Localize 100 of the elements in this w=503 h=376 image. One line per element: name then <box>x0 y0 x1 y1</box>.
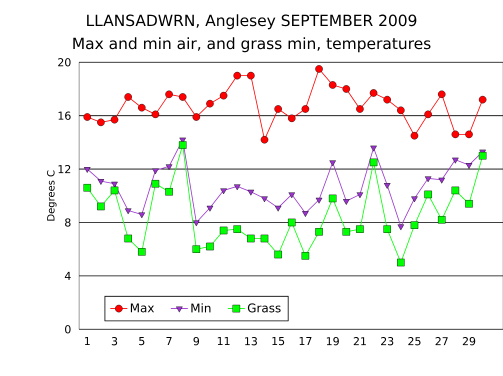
legend-label: Min <box>191 303 210 312</box>
point <box>220 226 228 234</box>
point <box>138 248 146 256</box>
legend-label: Grass <box>248 303 281 312</box>
point <box>124 208 132 214</box>
point <box>384 183 391 189</box>
point <box>438 216 446 224</box>
point <box>410 221 418 229</box>
x-tick-label: 5 <box>139 337 144 346</box>
x-tick-label: 19 <box>326 337 339 346</box>
point <box>316 198 322 204</box>
point <box>220 92 228 100</box>
point <box>410 132 418 140</box>
point <box>478 96 486 104</box>
y-tick-label: 16 <box>58 112 71 120</box>
y-axis-title: Degrees C <box>47 170 57 221</box>
point <box>288 114 296 122</box>
x-tick-label: 3 <box>112 337 118 346</box>
x-tick-label: 25 <box>408 337 420 346</box>
x-tick-label: 7 <box>166 337 172 346</box>
point <box>260 136 268 144</box>
point <box>452 130 460 138</box>
point <box>465 130 473 138</box>
point <box>329 160 336 166</box>
point <box>342 228 350 236</box>
point <box>302 252 310 260</box>
y-tick-label: 4 <box>64 272 71 280</box>
y-tick-label: 20 <box>58 58 71 66</box>
point <box>466 163 472 169</box>
point <box>452 158 459 164</box>
point <box>97 118 105 126</box>
point <box>84 167 91 173</box>
point <box>315 65 323 73</box>
chart-title: LLANSADWRN, Anglesey SEPTEMBER 2009 <box>87 14 416 30</box>
point <box>356 192 364 198</box>
x-tick-label: 15 <box>272 337 284 346</box>
point <box>261 196 268 202</box>
point <box>370 146 377 152</box>
point <box>192 113 200 121</box>
point <box>342 199 350 205</box>
point <box>424 190 432 198</box>
point <box>247 72 255 80</box>
point <box>288 218 296 226</box>
point <box>206 100 214 108</box>
point <box>83 113 92 121</box>
point <box>383 96 391 104</box>
point <box>166 164 172 170</box>
point <box>397 106 405 114</box>
point <box>138 104 146 112</box>
point <box>98 179 104 185</box>
point <box>356 225 364 233</box>
point <box>152 180 160 188</box>
point <box>260 234 268 242</box>
point <box>124 93 132 101</box>
point <box>315 228 323 236</box>
point <box>274 105 282 113</box>
point <box>302 105 310 113</box>
point <box>165 90 173 98</box>
point <box>97 202 105 210</box>
y-tick-label: 8 <box>65 218 71 227</box>
point <box>397 258 405 266</box>
x-tick-label: 13 <box>245 337 257 346</box>
point <box>111 182 118 188</box>
point <box>152 110 160 118</box>
x-tick-label: 23 <box>381 337 394 346</box>
point <box>206 206 214 212</box>
point <box>370 158 378 166</box>
x-tick-label: 1 <box>84 337 90 346</box>
point <box>370 89 378 97</box>
x-tick-label: 17 <box>300 337 312 346</box>
point <box>342 85 350 93</box>
x-tick-label: 11 <box>218 337 230 346</box>
point <box>220 188 227 194</box>
point <box>178 141 186 149</box>
y-tick-label: 0 <box>65 325 71 334</box>
point <box>248 190 254 196</box>
point <box>424 110 432 118</box>
point <box>165 188 173 196</box>
point <box>465 200 473 208</box>
point <box>398 224 404 230</box>
point <box>274 250 282 258</box>
point <box>178 93 186 101</box>
legend-label: Max <box>130 303 154 312</box>
point <box>328 81 336 89</box>
point <box>328 194 336 202</box>
point <box>110 186 118 194</box>
point <box>274 206 282 212</box>
point <box>206 242 214 250</box>
x-tick-label: 9 <box>194 337 200 346</box>
x-tick-label: 21 <box>354 337 366 346</box>
point <box>411 196 418 202</box>
point <box>192 245 200 253</box>
point <box>233 225 242 233</box>
point <box>124 234 132 242</box>
point <box>302 211 309 217</box>
point <box>438 90 446 98</box>
point <box>152 168 159 174</box>
point <box>110 116 118 124</box>
point <box>478 152 486 160</box>
point <box>424 176 432 182</box>
